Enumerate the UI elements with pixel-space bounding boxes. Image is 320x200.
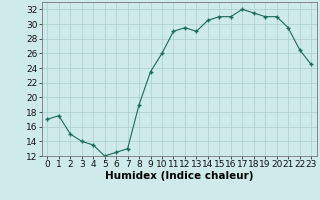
X-axis label: Humidex (Indice chaleur): Humidex (Indice chaleur) [105, 171, 253, 181]
